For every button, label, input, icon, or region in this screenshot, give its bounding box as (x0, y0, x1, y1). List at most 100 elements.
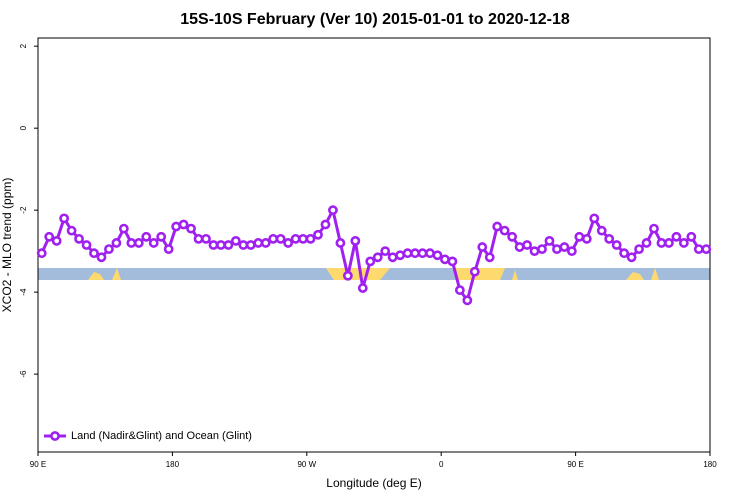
y-axis-label: XCO2 - MLO trend (ppm) (0, 178, 14, 313)
data-point (268, 233, 279, 244)
data-point (417, 248, 428, 259)
y-tick-label: -2 (19, 206, 28, 214)
data-point (484, 252, 495, 263)
data-point (156, 231, 167, 242)
data-point (328, 205, 338, 216)
data-point (36, 248, 47, 259)
data-point (387, 252, 398, 263)
data-point (477, 242, 488, 252)
data-point (693, 244, 704, 254)
data-point (141, 231, 152, 242)
data-point (178, 219, 189, 230)
data-point (305, 233, 316, 244)
land-band (88, 272, 104, 280)
data-point (148, 238, 159, 248)
legend-label: Land (Nadir&Glint) and Ocean (Glint) (71, 430, 252, 442)
data-point (678, 238, 689, 248)
data-point (544, 236, 555, 246)
data-point (634, 244, 644, 254)
data-point (402, 248, 413, 259)
data-point (462, 295, 473, 306)
data-point (118, 223, 129, 234)
data-point (537, 244, 547, 254)
data-point (283, 238, 294, 248)
data-point (664, 238, 674, 248)
data-point (641, 238, 652, 248)
data-point (350, 236, 361, 246)
data-point (514, 242, 525, 252)
data-point (432, 250, 443, 261)
data-point (230, 236, 241, 246)
data-point (89, 248, 99, 259)
data-point (193, 233, 204, 244)
data-point (74, 233, 84, 244)
data-point (245, 240, 256, 250)
data-point (171, 221, 182, 232)
x-axis-label: Longitude (deg E) (326, 476, 421, 490)
land-band (626, 272, 644, 280)
data-point (51, 236, 62, 246)
data-point (596, 225, 607, 236)
y-tick-label: 2 (19, 43, 28, 48)
data-point (313, 229, 323, 240)
land-band (512, 270, 518, 280)
data-point (611, 240, 622, 250)
y-tick-label: -4 (19, 288, 28, 296)
data-point (469, 266, 480, 277)
data-point (59, 213, 70, 224)
data-point (410, 248, 420, 259)
data-point (81, 240, 92, 250)
data-point (253, 238, 264, 248)
data-point (298, 233, 308, 244)
x-tick-label: 0 (439, 460, 444, 469)
data-point (275, 233, 286, 244)
data-point (499, 225, 510, 236)
land-band (112, 268, 121, 280)
data-point (574, 231, 585, 242)
data-point (335, 238, 346, 248)
data-point (126, 238, 137, 248)
data-point (365, 256, 376, 267)
x-tick-label: 90 W (297, 460, 316, 469)
data-point (395, 250, 406, 261)
data-point (223, 240, 234, 250)
data-point (626, 252, 637, 263)
data-point (133, 238, 144, 248)
data-point (507, 231, 518, 242)
data-point (701, 244, 712, 254)
data-point (357, 283, 368, 293)
data-point (111, 238, 122, 248)
data-point (186, 223, 196, 234)
data-point (492, 221, 503, 232)
data-point (604, 233, 615, 244)
data-point (380, 246, 391, 257)
data-point (320, 219, 331, 230)
y-tick-label: 0 (19, 125, 28, 130)
data-point (342, 270, 353, 281)
data-point (671, 231, 682, 242)
data-point (425, 248, 435, 259)
x-tick-label: 180 (166, 460, 180, 469)
data-point (656, 238, 667, 248)
data-point (163, 244, 174, 254)
data-point (522, 240, 532, 250)
data-point (649, 223, 659, 234)
data-point (552, 244, 562, 254)
data-point (260, 238, 271, 248)
data-point (559, 242, 570, 252)
legend-marker (50, 431, 60, 441)
land-band (651, 268, 659, 280)
x-tick-label: 90 E (567, 460, 583, 469)
data-point (440, 254, 450, 265)
data-point (619, 248, 630, 259)
data-point (96, 252, 107, 263)
x-tick-label: 90 E (30, 460, 46, 469)
chart-title: 15S-10S February (Ver 10) 2015-01-01 to … (180, 11, 570, 28)
land-band (326, 268, 390, 280)
data-point (216, 240, 226, 250)
data-point (290, 233, 301, 244)
data-point (44, 231, 55, 242)
data-point (566, 246, 577, 257)
data-point (589, 213, 600, 224)
